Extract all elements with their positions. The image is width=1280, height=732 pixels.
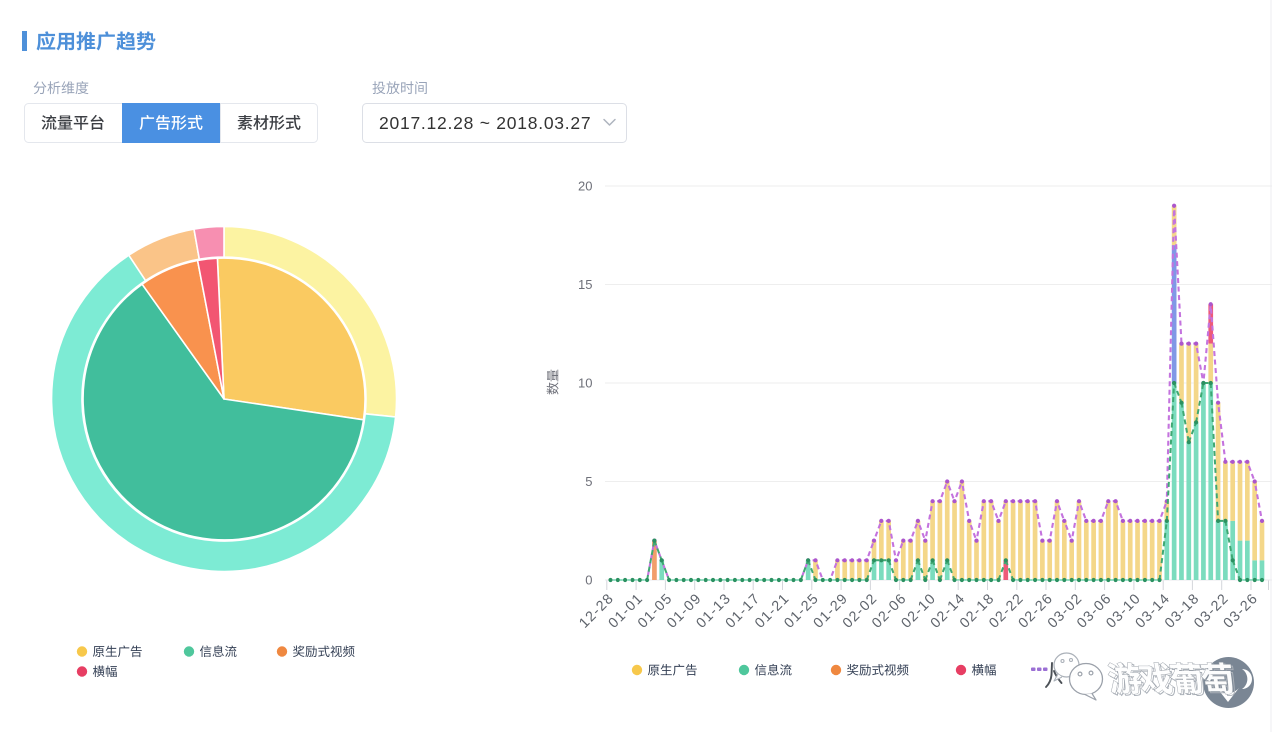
svg-text:10: 10	[578, 376, 592, 391]
svg-text:20: 20	[578, 179, 592, 194]
svg-text:2017.12.28 ~ 2018.03.27: 2017.12.28 ~ 2018.03.27	[379, 113, 591, 133]
svg-text:5: 5	[585, 474, 592, 489]
svg-text:15: 15	[578, 277, 592, 292]
svg-text:0: 0	[585, 573, 592, 588]
